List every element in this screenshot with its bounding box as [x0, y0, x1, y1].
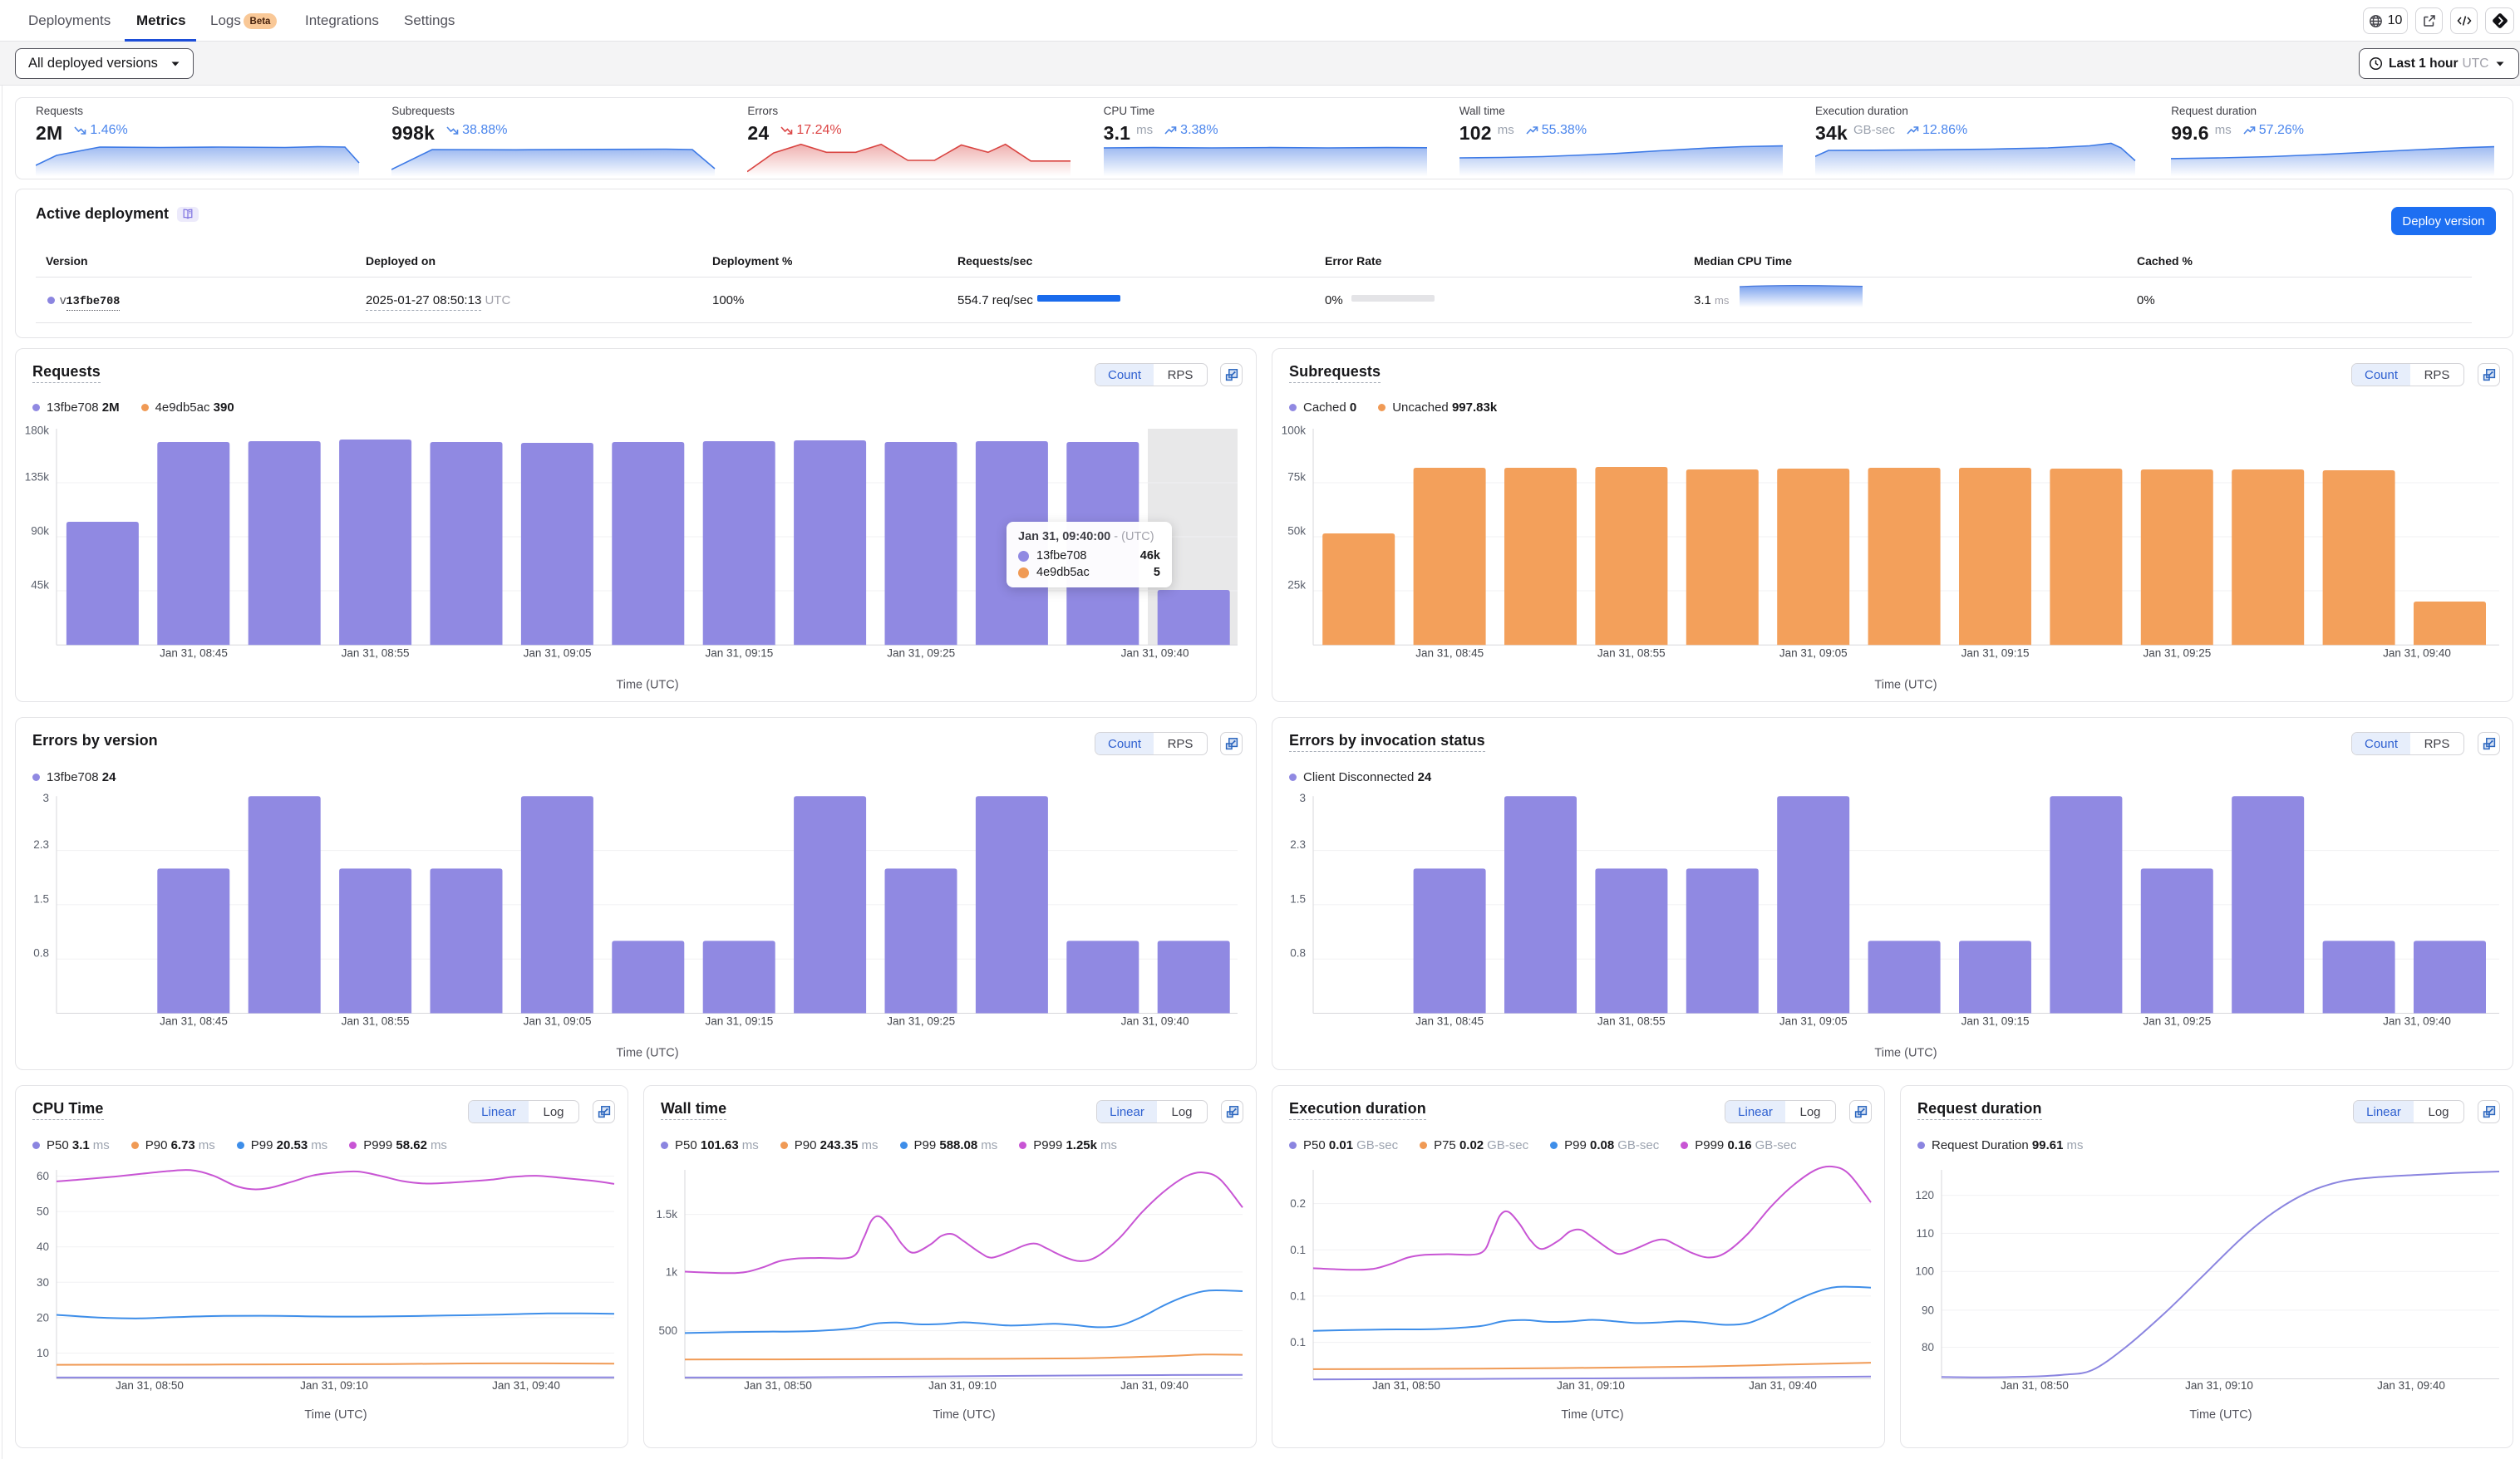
svg-text:Jan 31, 08:55: Jan 31, 08:55: [342, 646, 410, 659]
svg-text:2.3: 2.3: [1290, 838, 1306, 851]
svg-text:135k: 135k: [25, 471, 50, 484]
svg-text:75k: 75k: [1287, 471, 1306, 484]
svg-text:Jan 31, 09:40: Jan 31, 09:40: [1121, 1015, 1189, 1028]
svg-text:0.1: 0.1: [1290, 1336, 1306, 1348]
svg-text:60: 60: [37, 1170, 49, 1182]
svg-text:Jan 31, 09:25: Jan 31, 09:25: [2143, 646, 2211, 659]
svg-text:Jan 31, 08:45: Jan 31, 08:45: [1415, 1015, 1484, 1028]
svg-text:Jan 31, 08:50: Jan 31, 08:50: [116, 1379, 184, 1392]
svg-text:10: 10: [37, 1347, 49, 1359]
svg-text:120: 120: [1915, 1189, 1934, 1201]
svg-text:30: 30: [37, 1276, 49, 1289]
svg-text:Jan 31, 09:05: Jan 31, 09:05: [1779, 646, 1848, 659]
svg-text:Jan 31, 08:55: Jan 31, 08:55: [1597, 646, 1666, 659]
svg-text:Jan 31, 09:10: Jan 31, 09:10: [1557, 1379, 1625, 1392]
svg-text:Time (UTC): Time (UTC): [2189, 1408, 2252, 1422]
svg-text:3: 3: [1299, 792, 1306, 804]
svg-text:500: 500: [658, 1324, 677, 1337]
svg-text:Jan 31, 09:05: Jan 31, 09:05: [524, 1015, 592, 1028]
svg-text:40: 40: [37, 1240, 49, 1253]
svg-text:Time (UTC): Time (UTC): [616, 678, 678, 691]
svg-text:Jan 31, 08:45: Jan 31, 08:45: [160, 646, 228, 659]
svg-text:0.8: 0.8: [33, 947, 49, 960]
svg-text:90k: 90k: [31, 525, 49, 538]
svg-text:Time (UTC): Time (UTC): [933, 1408, 995, 1422]
svg-text:1.5: 1.5: [33, 892, 49, 905]
svg-text:0.8: 0.8: [1290, 947, 1306, 960]
svg-text:Jan 31, 09:40: Jan 31, 09:40: [2383, 646, 2451, 659]
svg-text:Time (UTC): Time (UTC): [1561, 1408, 1623, 1422]
svg-text:Jan 31, 09:25: Jan 31, 09:25: [887, 646, 955, 659]
svg-text:Jan 31, 09:15: Jan 31, 09:15: [705, 646, 773, 659]
svg-text:180k: 180k: [25, 425, 50, 437]
svg-text:Jan 31, 09:10: Jan 31, 09:10: [300, 1379, 368, 1392]
svg-text:25k: 25k: [1287, 579, 1306, 592]
svg-text:1.5: 1.5: [1290, 892, 1306, 905]
svg-text:50: 50: [37, 1206, 49, 1218]
svg-text:110: 110: [1916, 1227, 1934, 1240]
svg-text:Jan 31, 09:15: Jan 31, 09:15: [1961, 1015, 2030, 1028]
svg-text:Jan 31, 08:50: Jan 31, 08:50: [744, 1379, 812, 1392]
svg-text:Jan 31, 09:25: Jan 31, 09:25: [887, 1015, 955, 1028]
svg-text:90: 90: [1922, 1304, 1934, 1316]
svg-text:Jan 31, 09:25: Jan 31, 09:25: [2143, 1015, 2211, 1028]
svg-text:3: 3: [42, 792, 49, 804]
svg-text:0.1: 0.1: [1290, 1244, 1306, 1256]
svg-text:Time (UTC): Time (UTC): [1874, 678, 1937, 691]
svg-text:0.1: 0.1: [1290, 1290, 1306, 1302]
svg-text:1.5k: 1.5k: [656, 1208, 677, 1221]
svg-text:100k: 100k: [1282, 425, 1307, 437]
svg-text:Jan 31, 09:40: Jan 31, 09:40: [2383, 1015, 2451, 1028]
svg-text:Time (UTC): Time (UTC): [304, 1408, 367, 1422]
svg-text:80: 80: [1922, 1341, 1934, 1353]
svg-text:Jan 31, 09:40: Jan 31, 09:40: [1121, 646, 1189, 659]
svg-text:Jan 31, 09:15: Jan 31, 09:15: [705, 1015, 773, 1028]
svg-text:50k: 50k: [1287, 525, 1306, 538]
svg-text:Jan 31, 09:15: Jan 31, 09:15: [1961, 646, 2030, 659]
svg-text:Jan 31, 09:10: Jan 31, 09:10: [2185, 1379, 2253, 1392]
svg-text:100: 100: [1915, 1265, 1934, 1278]
svg-text:Jan 31, 09:40: Jan 31, 09:40: [1120, 1379, 1189, 1392]
svg-text:Jan 31, 08:45: Jan 31, 08:45: [160, 1015, 228, 1028]
svg-text:Time (UTC): Time (UTC): [1874, 1047, 1937, 1060]
svg-text:Time (UTC): Time (UTC): [616, 1047, 678, 1060]
svg-text:Jan 31, 09:05: Jan 31, 09:05: [1779, 1015, 1848, 1028]
svg-text:Jan 31, 08:55: Jan 31, 08:55: [1597, 1015, 1666, 1028]
svg-text:0.2: 0.2: [1290, 1197, 1306, 1210]
svg-text:Jan 31, 08:45: Jan 31, 08:45: [1415, 646, 1484, 659]
svg-text:45k: 45k: [31, 579, 49, 592]
svg-text:1k: 1k: [666, 1265, 678, 1278]
svg-text:Jan 31, 09:40: Jan 31, 09:40: [1749, 1379, 1817, 1392]
svg-text:2.3: 2.3: [33, 838, 49, 851]
svg-text:Jan 31, 09:05: Jan 31, 09:05: [524, 646, 592, 659]
svg-text:Jan 31, 09:40: Jan 31, 09:40: [492, 1379, 560, 1392]
svg-text:Jan 31, 08:55: Jan 31, 08:55: [342, 1015, 410, 1028]
svg-text:Jan 31, 08:50: Jan 31, 08:50: [1372, 1379, 1440, 1392]
svg-text:Jan 31, 09:40: Jan 31, 09:40: [2377, 1379, 2445, 1392]
svg-text:Jan 31, 09:10: Jan 31, 09:10: [928, 1379, 997, 1392]
svg-text:Jan 31, 08:50: Jan 31, 08:50: [2001, 1379, 2069, 1392]
svg-text:20: 20: [37, 1311, 49, 1324]
